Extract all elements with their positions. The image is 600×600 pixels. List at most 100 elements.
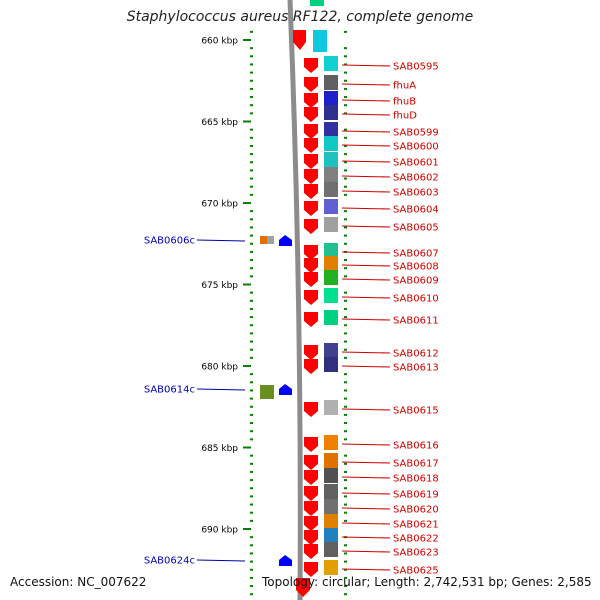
gene-label: SAB0603 (393, 188, 439, 199)
reverse-gene-feature (260, 384, 292, 399)
minor-tick (250, 259, 253, 262)
label-layer: SAB0595 fhuA fhuB fhuD SAB0599 SAB0600 SAB0601… (144, 62, 439, 577)
homolog-block (324, 75, 338, 90)
homolog-block (324, 91, 338, 106)
forward-arrow (304, 154, 318, 169)
forward-arrow (304, 219, 318, 234)
label-leader (196, 388, 246, 391)
minor-tick (250, 413, 253, 416)
label-leader (341, 443, 391, 446)
homolog-block (324, 468, 338, 483)
gene-label: SAB0625 (393, 566, 439, 577)
gene-label: fhuA (393, 81, 416, 92)
genome-backbone (287, 0, 303, 600)
major-tick (243, 446, 251, 449)
forward-arrow (304, 530, 318, 545)
gene-feature (304, 122, 338, 139)
label-leader (341, 130, 391, 133)
minor-tick (344, 79, 347, 82)
minor-tick (344, 519, 347, 522)
minor-tick (250, 511, 253, 514)
minor-tick (250, 454, 253, 457)
forward-arrow (296, 578, 310, 597)
minor-tick (250, 479, 253, 482)
minor-tick (250, 348, 253, 351)
gene-label: SAB0613 (393, 363, 439, 374)
homolog-block (324, 243, 338, 258)
gene-feature (304, 288, 338, 305)
label-leader (341, 64, 391, 67)
homolog-block (324, 199, 338, 214)
gene-feature (304, 528, 338, 545)
minor-tick (344, 47, 347, 50)
minor-tick (344, 487, 347, 490)
gene-feature (304, 91, 338, 108)
minor-tick (344, 193, 347, 196)
gene-feature (304, 167, 338, 184)
minor-tick (250, 332, 253, 335)
label-leader (341, 522, 391, 525)
homolog-block (324, 136, 338, 151)
minor-tick (250, 389, 253, 392)
homolog-block (324, 56, 338, 71)
forward-arrow (304, 402, 318, 417)
homolog-block (324, 560, 338, 575)
label-leader (341, 408, 391, 411)
forward-arrow (304, 169, 318, 184)
minor-tick (344, 495, 347, 498)
gene-label: SAB0607 (393, 249, 439, 260)
minor-tick (250, 462, 253, 465)
gene-label: SAB0599 (393, 128, 439, 139)
homolog-block (260, 236, 267, 244)
minor-tick (344, 112, 347, 115)
minor-tick (344, 153, 347, 156)
minor-tick (250, 430, 253, 433)
minor-tick (344, 470, 347, 473)
homolog-block (324, 105, 338, 120)
minor-tick (250, 405, 253, 408)
minor-tick (250, 536, 253, 539)
minor-tick (250, 210, 253, 213)
major-tick (243, 365, 251, 367)
map-title: Staphylococcus aureus RF122, complete ge… (126, 9, 474, 25)
major-tick (243, 120, 251, 123)
genome-summary-text: Topology: circular; Length: 2,742,531 bp… (262, 575, 592, 589)
minor-tick (250, 250, 253, 253)
gene-label: SAB0595 (393, 62, 439, 73)
minor-tick (250, 153, 253, 156)
homolog-block (310, 0, 324, 6)
minor-tick (250, 193, 253, 196)
reverse-arrow (279, 384, 292, 395)
homolog-block (324, 514, 338, 529)
homolog-block (324, 357, 338, 372)
gene-label: SAB0624c (144, 556, 195, 567)
forward-arrow (304, 107, 318, 122)
backbone-line (287, 0, 303, 600)
forward-arrow (304, 486, 318, 501)
label-leader (341, 113, 391, 116)
gene-feature (304, 270, 338, 287)
minor-tick (250, 226, 253, 229)
minor-tick (250, 560, 253, 563)
gene-feature (304, 243, 338, 260)
label-leader (341, 550, 391, 553)
minor-tick (250, 177, 253, 180)
homolog-block (267, 236, 274, 244)
minor-tick (344, 144, 347, 147)
minor-tick (344, 332, 347, 335)
homolog-block (324, 310, 338, 325)
gene-feature (304, 199, 338, 216)
label-leader (341, 296, 391, 299)
homolog-block (313, 30, 327, 52)
minor-tick (344, 552, 347, 555)
minor-tick (250, 324, 253, 327)
forward-arrow (304, 455, 318, 470)
kbp-label: 675 kbp (201, 281, 238, 291)
label-leader (341, 278, 391, 281)
gene-label: SAB0615 (393, 406, 439, 417)
forward-arrow (304, 359, 318, 374)
label-leader (341, 225, 391, 228)
reverse-arrow (279, 555, 292, 566)
minor-tick (250, 185, 253, 188)
gene-label: SAB0612 (393, 349, 439, 360)
